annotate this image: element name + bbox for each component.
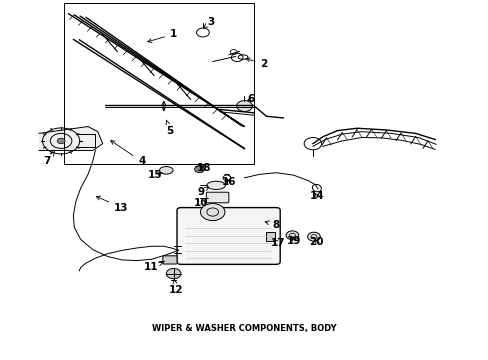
Text: 18: 18 — [197, 163, 211, 172]
Text: 8: 8 — [264, 220, 279, 230]
Text: 1: 1 — [147, 29, 177, 42]
Circle shape — [285, 231, 298, 240]
Circle shape — [307, 232, 320, 241]
Text: 12: 12 — [168, 279, 183, 295]
Text: 2: 2 — [245, 58, 267, 69]
Circle shape — [166, 269, 181, 279]
Text: 10: 10 — [194, 198, 208, 208]
Bar — [265, 231, 275, 241]
Polygon shape — [39, 126, 102, 150]
Text: WIPER & WASHER COMPONENTS, BODY: WIPER & WASHER COMPONENTS, BODY — [152, 324, 336, 333]
Text: 19: 19 — [286, 236, 301, 246]
Text: 16: 16 — [221, 177, 236, 187]
Circle shape — [200, 203, 224, 221]
Text: 3: 3 — [203, 17, 214, 27]
Text: 5: 5 — [166, 120, 173, 136]
FancyBboxPatch shape — [177, 208, 280, 264]
Text: 6: 6 — [247, 94, 254, 104]
Circle shape — [236, 100, 252, 112]
Ellipse shape — [159, 167, 173, 174]
FancyBboxPatch shape — [163, 256, 177, 264]
Text: 15: 15 — [148, 170, 163, 180]
Text: 17: 17 — [270, 238, 285, 248]
FancyBboxPatch shape — [206, 192, 228, 203]
Text: 13: 13 — [96, 196, 128, 213]
Text: 11: 11 — [143, 262, 163, 272]
Text: 7: 7 — [43, 151, 55, 166]
Ellipse shape — [206, 181, 225, 189]
Text: 20: 20 — [309, 237, 324, 247]
Text: 14: 14 — [309, 191, 324, 201]
Circle shape — [194, 166, 204, 173]
Text: 9: 9 — [198, 187, 208, 197]
Text: 4: 4 — [110, 140, 145, 166]
Circle shape — [57, 138, 65, 144]
